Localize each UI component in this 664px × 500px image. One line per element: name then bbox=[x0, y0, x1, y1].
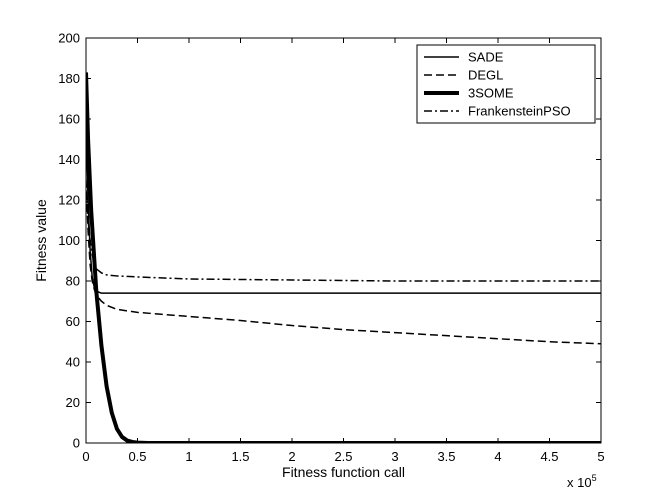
series-line-3some bbox=[86, 72, 601, 443]
y-tick-label: 180 bbox=[58, 71, 80, 86]
y-tick-label: 80 bbox=[66, 274, 80, 289]
x-tick-label: 0.5 bbox=[128, 449, 146, 464]
y-tick-label: 120 bbox=[58, 193, 80, 208]
legend-label-3some: 3SOME bbox=[468, 86, 514, 101]
y-tick-label: 200 bbox=[58, 31, 80, 46]
series-line-sade bbox=[86, 118, 601, 294]
y-tick-label: 20 bbox=[66, 395, 80, 410]
legend: SADE DEGL 3SOME FrankensteinPSO bbox=[416, 44, 596, 124]
legend-label-degl: DEGL bbox=[468, 68, 503, 83]
x-tick-label: 4.5 bbox=[540, 449, 558, 464]
legend-box bbox=[416, 44, 596, 124]
y-axis-label: Fitness value bbox=[33, 199, 49, 282]
x-tick-label: 4 bbox=[494, 449, 501, 464]
series-line-degl bbox=[86, 179, 601, 345]
x-tick-label: 1 bbox=[185, 449, 192, 464]
y-tick-label: 140 bbox=[58, 152, 80, 167]
y-tick-label: 40 bbox=[66, 355, 80, 370]
x-tick-label: 5 bbox=[597, 449, 604, 464]
x-multiplier-label: x 105 bbox=[567, 473, 597, 490]
x-tick-label: 2.5 bbox=[334, 449, 352, 464]
legend-label-sade: SADE bbox=[468, 50, 504, 65]
y-tick-label: 60 bbox=[66, 314, 80, 329]
x-tick-label: 0 bbox=[82, 449, 89, 464]
y-tick-label: 160 bbox=[58, 112, 80, 127]
ticks-layer: 0 0.5 1 1.5 2 2.5 3 3.5 4 4.5 5 0 20 40 60 80 100 120 140 1… bbox=[58, 31, 604, 465]
x-axis-label: Fitness function call bbox=[282, 464, 405, 480]
series-layer bbox=[86, 72, 601, 443]
legend-label-frankensteinpso: FrankensteinPSO bbox=[468, 104, 571, 119]
x-tick-label: 3.5 bbox=[437, 449, 455, 464]
x-tick-label: 3 bbox=[391, 449, 398, 464]
x-tick-label: 1.5 bbox=[231, 449, 249, 464]
x-tick-label: 2 bbox=[288, 449, 295, 464]
y-tick-label: 100 bbox=[58, 233, 80, 248]
y-tick-label: 0 bbox=[73, 436, 80, 451]
series-line-frankensteinpso bbox=[86, 189, 601, 282]
